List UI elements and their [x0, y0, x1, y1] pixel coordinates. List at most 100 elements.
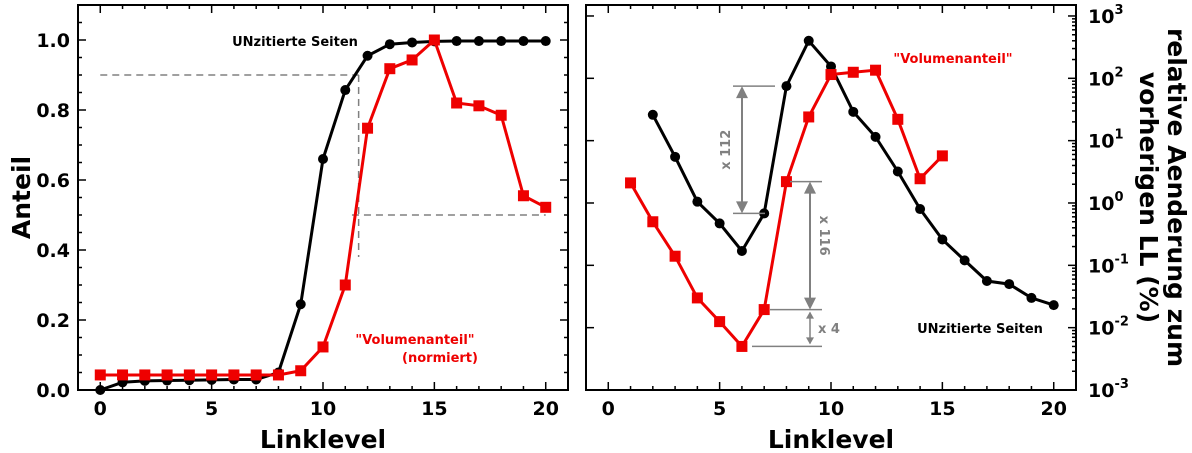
left-x-tick-label: 20 — [533, 398, 559, 420]
right-volumen-series-point — [691, 292, 703, 304]
left-volumen-series-point — [428, 34, 440, 46]
right-volumen-series-point — [625, 177, 637, 189]
left-volumen-series-point — [161, 369, 173, 381]
right-volumen-series-point — [714, 316, 726, 328]
left-unzitierte-series-point — [318, 154, 328, 164]
left-volumen-series-point — [183, 369, 195, 381]
left-unzitierte-series-point — [540, 36, 551, 47]
left-volumen-series-point — [94, 369, 106, 381]
left-y-tick-label: 0.8 — [36, 100, 70, 122]
right-x-tick-label: 10 — [818, 398, 844, 420]
right-x-axis-label: Linklevel — [768, 425, 894, 453]
left-volumen-series-point — [473, 100, 485, 112]
left-volumen-series-point — [317, 341, 329, 353]
left-x-tick-label: 0 — [94, 398, 107, 420]
factor-112-arrow-head — [736, 201, 748, 214]
right-y-tick-label-base: 10 — [1088, 193, 1114, 215]
right-y-tick-label: 101 — [1088, 128, 1124, 153]
left-unzitierte-series-point — [473, 36, 484, 47]
right-y-tick-label-base: 10 — [1088, 255, 1114, 277]
left-volumen-series-point — [384, 63, 396, 75]
factor-4-label: x 4 — [818, 322, 840, 337]
left-unzitierte-series-point — [496, 36, 507, 47]
factor-4-arrow-head — [806, 311, 814, 319]
right-red-series-label: "Volumenanteil" — [893, 52, 1012, 67]
right-y-tick-label: 10-3 — [1088, 377, 1129, 402]
left-volumen-series-point — [339, 279, 351, 291]
right-volumen-series-point — [936, 150, 948, 162]
left-unzitierte-series-point — [340, 85, 351, 96]
left-unzitierte-series-point — [95, 385, 106, 395]
left-y-tick-label: 0.2 — [36, 310, 70, 332]
right-y-tick-label: 10-1 — [1088, 252, 1129, 277]
right-unzitierte-series-point — [981, 276, 992, 287]
right-y-tick-label-exponent: 3 — [1114, 3, 1123, 18]
right-unzitierte-series-point — [826, 61, 836, 72]
right-unzitierte-series-point — [736, 245, 747, 256]
right-unzitierte-series-point — [892, 166, 903, 177]
right-y-tick-label-base: 10 — [1088, 380, 1114, 402]
right-unzitierte-series-point — [1004, 279, 1015, 290]
left-volumen-series-point — [139, 369, 151, 381]
right-y-tick-label: 103 — [1088, 3, 1124, 28]
left-x-tick-label: 5 — [205, 398, 218, 420]
left-plot-frame — [77, 4, 569, 391]
left-x-tick-label: 15 — [421, 398, 447, 420]
left-unzitierte-series-point — [362, 50, 373, 61]
left-volumen-series-point — [272, 369, 284, 381]
right-y-tick-label-exponent: 0 — [1114, 190, 1123, 205]
factor-112-arrow-head — [736, 86, 748, 99]
left-unzitierte-series-point — [451, 36, 462, 47]
factor-4-arrow-head — [806, 337, 814, 345]
left-x-tick-label: 10 — [310, 398, 336, 420]
right-unzitierte-series-point — [848, 106, 859, 117]
right-y-tick-label-exponent: -2 — [1114, 315, 1128, 330]
left-volumen-series-point — [250, 369, 262, 381]
right-unzitierte-series-point — [915, 204, 926, 215]
left-red-series-label: (normiert) — [402, 351, 478, 366]
right-black-series-label: UNzitierte Seiten — [917, 322, 1043, 337]
right-y-tick-label-base: 10 — [1088, 318, 1114, 340]
right-x-tick-label: 15 — [929, 398, 955, 420]
right-volumen-series-point — [870, 64, 882, 76]
right-unzitierte-series-point — [959, 255, 970, 266]
left-volumen-series-point — [517, 190, 529, 202]
left-volumen-series-point — [451, 97, 463, 109]
left-unzitierte-series-point — [384, 39, 395, 50]
right-unzitierte-series-point — [803, 35, 814, 46]
left-y-tick-label: 0.6 — [36, 170, 70, 192]
right-volumen-series-point — [669, 250, 681, 262]
left-volumen-series-point — [362, 122, 374, 134]
right-y-tick-label-exponent: 1 — [1114, 128, 1123, 143]
right-unzitierte-series-point — [714, 218, 725, 229]
right-y-tick-label: 100 — [1088, 190, 1124, 215]
right-unzitierte-series-point — [1026, 292, 1037, 303]
right-unzitierte-series-point — [647, 109, 658, 120]
left-unzitierte-series-point — [295, 299, 306, 310]
left-y-tick-label: 1.0 — [36, 30, 70, 52]
factor-116-arrow-head — [804, 297, 816, 310]
left-y-tick-label: 0.4 — [36, 240, 70, 262]
left-y-tick-label: 0.0 — [36, 380, 70, 402]
right-y-tick-label-exponent: -1 — [1114, 252, 1128, 267]
right-y-tick-label-exponent: 2 — [1114, 65, 1123, 80]
right-unzitierte-series-point — [781, 81, 792, 92]
right-unzitierte-series-point — [937, 234, 948, 245]
right-y-tick-label-base: 10 — [1088, 68, 1114, 90]
left-red-series-label: "Volumenanteil" — [355, 333, 474, 348]
left-volumen-series-line — [100, 37, 547, 377]
left-volumen-series-point — [228, 369, 240, 381]
left-black-series-label: UNzitierte Seiten — [232, 35, 358, 50]
right-y-axis-label: vorherigen LL (%) — [1134, 72, 1163, 323]
left-y-axis-label: Anteil — [7, 156, 36, 239]
right-unzitierte-series-point — [870, 131, 881, 142]
right-y-tick-label-base: 10 — [1088, 131, 1114, 153]
left-volumen-series-point — [540, 201, 552, 213]
factor-116-label: x 116 — [816, 216, 831, 256]
left-x-axis-label: Linklevel — [260, 425, 386, 453]
left-volumen-series-point — [406, 54, 418, 66]
right-unzitierte-series-point — [692, 196, 703, 207]
right-volumen-series-line — [629, 68, 944, 349]
left-unzitierte-series-point — [407, 37, 418, 48]
